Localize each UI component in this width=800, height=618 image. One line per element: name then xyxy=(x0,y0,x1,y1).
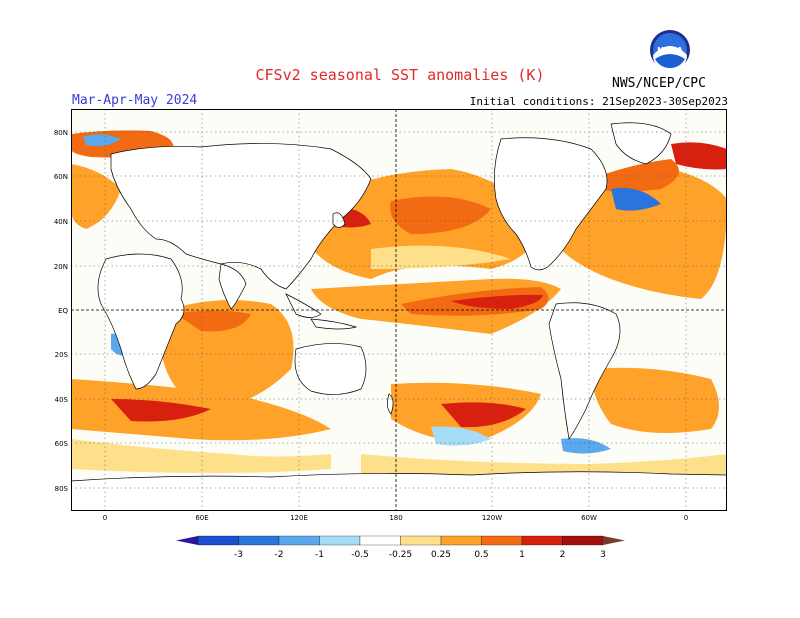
graticule xyxy=(71,109,727,511)
colorbar-label: 1 xyxy=(519,550,525,560)
noaa-logo: NOAA xyxy=(650,30,690,71)
sst-anomaly-map xyxy=(71,109,727,511)
lon-label: 60W xyxy=(581,514,597,522)
lon-label: 60E xyxy=(195,514,208,522)
colorbar-label: 0.5 xyxy=(474,550,488,560)
colorbar-label: -0.5 xyxy=(351,550,369,560)
colorbar: -3 -2 -1 -0.5 -0.25 0.25 0.5 1 2 3 xyxy=(176,535,625,560)
colorbar-swatch xyxy=(603,536,625,545)
lat-label: 40N xyxy=(54,218,68,226)
colorbar-swatches xyxy=(176,535,625,546)
lat-label: EQ xyxy=(58,307,68,315)
lon-label: 120E xyxy=(290,514,308,522)
lon-label: 0 xyxy=(103,514,107,522)
lat-label: 60N xyxy=(54,173,68,181)
svg-text:NOAA: NOAA xyxy=(657,46,683,55)
lat-label: 80N xyxy=(54,129,68,137)
lat-label: 20N xyxy=(54,263,68,271)
organization-label: NWS/NCEP/CPC xyxy=(612,76,706,91)
equator-dateline xyxy=(71,109,727,511)
continents xyxy=(71,122,727,511)
latitude-axis: 80N 60N 40N 20N EQ 20S 40S 60S 80S xyxy=(54,129,69,493)
colorbar-swatch xyxy=(238,535,280,546)
longitude-axis: 0 60E 120E 180 120W 60W 0 xyxy=(103,514,688,522)
colorbar-swatch xyxy=(176,536,198,545)
colorbar-labels: -3 -2 -1 -0.5 -0.25 0.25 0.5 1 2 3 xyxy=(234,550,606,560)
colorbar-swatch xyxy=(400,535,442,546)
colorbar-label: -3 xyxy=(234,550,243,560)
map-title: CFSv2 seasonal SST anomalies (K) xyxy=(255,66,545,84)
colorbar-swatch xyxy=(481,535,523,546)
lat-label: 40S xyxy=(55,396,69,404)
lat-label: 80S xyxy=(55,485,69,493)
lon-label: 120W xyxy=(482,514,502,522)
map-frame xyxy=(71,109,727,511)
lat-label: 20S xyxy=(55,351,69,359)
lon-label: 0 xyxy=(684,514,688,522)
colorbar-swatch xyxy=(521,535,563,546)
lon-label: 180 xyxy=(389,514,402,522)
colorbar-label: 0.25 xyxy=(431,550,451,560)
colorbar-swatch xyxy=(319,535,361,546)
colorbar-swatch xyxy=(440,535,482,546)
colorbar-swatch xyxy=(278,535,320,546)
season-label: Mar-Apr-May 2024 xyxy=(72,93,198,108)
colorbar-label: 3 xyxy=(600,550,606,560)
colorbar-swatch xyxy=(359,535,401,546)
colorbar-label: 2 xyxy=(560,550,566,560)
lat-label: 60S xyxy=(55,440,69,448)
colorbar-label: -1 xyxy=(315,550,324,560)
colorbar-swatch xyxy=(197,535,239,546)
initial-conditions-label: Initial conditions: 21Sep2023-30Sep2023 xyxy=(469,95,728,108)
colorbar-label: -0.25 xyxy=(389,550,412,560)
colorbar-swatch xyxy=(562,535,604,546)
colorbar-label: -2 xyxy=(275,550,284,560)
